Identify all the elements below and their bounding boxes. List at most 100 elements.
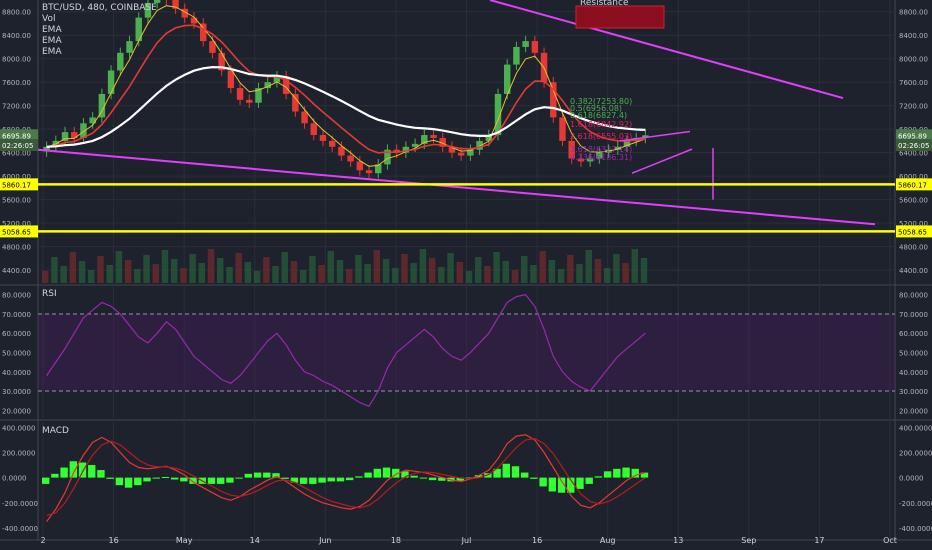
macd-histogram-bar (355, 476, 363, 478)
volume-bar (189, 254, 196, 283)
volume-bar (309, 256, 316, 283)
volume-bar (336, 260, 344, 283)
candle-body (236, 88, 244, 100)
price-tick-right: 8000.00 (899, 56, 928, 64)
price-badge-left (0, 139, 38, 152)
volume-bar (253, 271, 261, 283)
symbol-label: BTC/USD, 480, COINBASE (42, 3, 157, 13)
candle-body (98, 93, 106, 118)
macd-tick-left: -200.0000 (2, 500, 38, 508)
fib-level-label: 1.618(6842.92) (570, 120, 632, 129)
ema-fast-line (46, 5, 646, 167)
volume-bar (539, 251, 546, 283)
price-badge-right (896, 225, 932, 238)
fib-level-label: 2.618(6555.03) (570, 132, 632, 141)
price-badge-right (896, 139, 932, 152)
rsi-line (46, 294, 646, 408)
volume-bar (143, 255, 150, 283)
volume-bar (392, 268, 399, 283)
price-tick-right: 6400.00 (899, 150, 928, 158)
macd-histogram-bar (346, 477, 354, 481)
price-badge-right-text: 5860.17 (898, 181, 927, 189)
x-tick-label: 17 (814, 536, 824, 545)
candle-body (568, 140, 575, 159)
macd-line (46, 434, 646, 522)
candle-body (531, 41, 539, 53)
macd-histogram-bar (51, 473, 59, 478)
candle-body (365, 170, 373, 174)
macd-histogram-bar (309, 477, 317, 484)
candle-body (402, 146, 410, 153)
candle-body (135, 17, 142, 42)
volume-bar (502, 261, 510, 283)
volume-bar (299, 270, 307, 283)
volume-bar (548, 260, 556, 283)
rsi-tick-left: 60.0000 (2, 330, 31, 338)
candle-body (338, 146, 345, 156)
volume-bar (263, 257, 270, 283)
candle-body (282, 76, 290, 94)
macd-tick-right: 0.0000 (899, 475, 924, 483)
macd-histogram-bar (134, 477, 142, 486)
x-tick-label: 16 (108, 536, 118, 545)
candle-body (43, 146, 50, 152)
fib-level-label: 3.618(6327.14) (570, 145, 632, 154)
indicator-ema-3: EMA (42, 47, 62, 57)
indicator-ema-2: EMA (42, 36, 62, 46)
x-tick-label: 2 (40, 536, 45, 545)
candle-body (347, 155, 354, 162)
macd-histogram-bar (290, 477, 299, 483)
price-tick-right: 8800.00 (899, 9, 928, 17)
volume-bar (613, 254, 620, 283)
macd-histogram-bar (60, 467, 68, 478)
x-tick-label: 14 (250, 536, 260, 545)
macd-histogram-bar (631, 468, 639, 478)
price-badge-left-text: 5058.65 (2, 228, 31, 236)
rsi-tick-left: 30.0000 (2, 388, 31, 396)
candle-body (476, 140, 483, 150)
volume-bar (69, 252, 77, 283)
macd-histogram-bar (152, 477, 160, 479)
macd-histogram-bar (124, 477, 133, 488)
x-tick-label: 13 (673, 536, 683, 545)
price-badge-left (0, 225, 38, 238)
price-tick-left: 7200.00 (2, 103, 31, 111)
macd-histogram-bar (613, 468, 621, 478)
macd-tick-left: 200.0000 (2, 449, 35, 457)
price-badge-right-text: 6695.89 (898, 132, 927, 140)
volume-bar (465, 271, 473, 283)
price-tick-left: 8400.00 (2, 32, 31, 40)
volume-bar (456, 262, 463, 283)
macd-histogram-bar (42, 477, 50, 484)
volume-bar (603, 268, 611, 283)
macd-panel-label: MACD (42, 426, 69, 436)
macd-signal-line (46, 437, 646, 516)
fib-level-label: 4.236(6186.31) (570, 153, 632, 162)
rsi-tick-left: 80.0000 (2, 292, 31, 300)
rsi-tick-right: 60.0000 (899, 330, 928, 338)
price-badge-left-text: 02:26:05 (2, 142, 33, 150)
macd-tick-left: 400.0000 (2, 424, 35, 432)
price-tick-left: 4800.00 (2, 244, 31, 252)
price-tick-left: 5200.00 (2, 220, 31, 228)
candle-body (172, 0, 179, 9)
price-tick-left: 6000.00 (2, 173, 31, 181)
candle-body (246, 99, 253, 103)
chart-legend: BTC/USD, 480, COINBASE Vol EMA EMA EMA (42, 3, 157, 58)
volume-bar (484, 266, 491, 283)
wedge-upper-line (619, 130, 691, 142)
macd-histogram-bar (539, 477, 547, 487)
upper-trendline (489, 0, 844, 100)
volume-bar (207, 249, 215, 283)
candle-body (577, 158, 585, 162)
candle-body (485, 135, 493, 141)
candle-body (89, 117, 96, 124)
macd-histogram-bar (161, 476, 170, 478)
volume-bar (373, 250, 381, 283)
volume-bar (272, 266, 279, 283)
candle-body (384, 149, 391, 165)
volume-bar (51, 257, 58, 283)
indicator-ema-1: EMA (42, 25, 62, 35)
